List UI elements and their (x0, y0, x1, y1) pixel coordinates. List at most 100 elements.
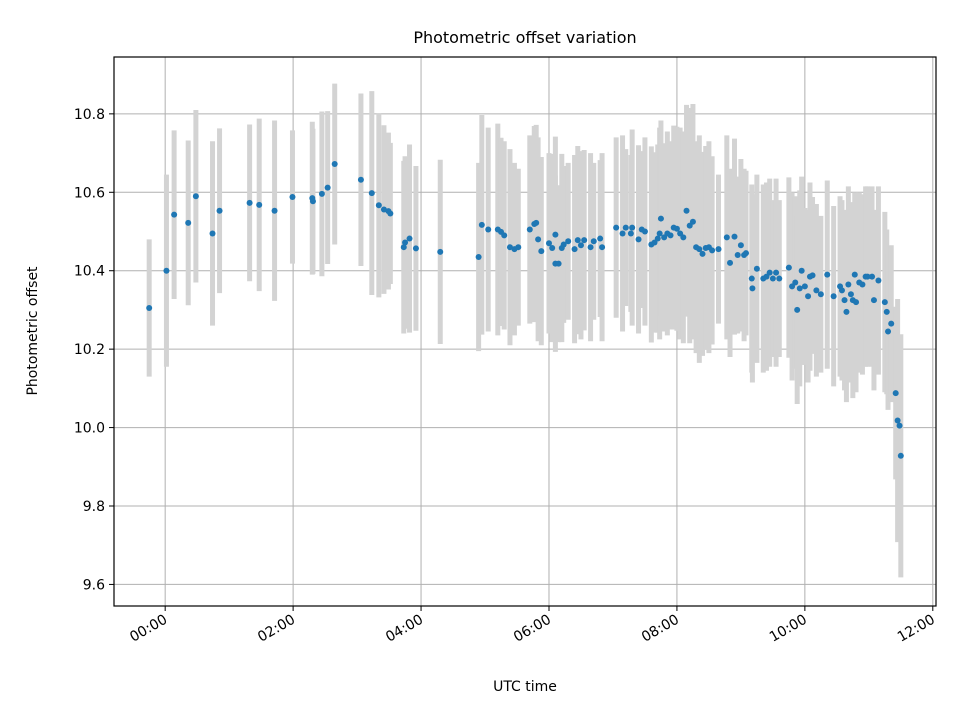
data-point (654, 235, 661, 242)
data-point (412, 245, 419, 252)
data-point (535, 236, 542, 243)
data-point (577, 242, 584, 249)
data-point (696, 246, 703, 253)
data-point (894, 417, 901, 424)
data-point (715, 246, 722, 253)
data-point (581, 237, 588, 244)
y-tick-label: 10.0 (74, 421, 105, 437)
data-point (824, 271, 831, 278)
data-point (869, 273, 876, 280)
data-point (641, 228, 648, 235)
data-point (560, 241, 567, 248)
data-point (709, 247, 716, 254)
y-tick-label: 10.6 (74, 185, 105, 201)
data-point (817, 291, 824, 298)
data-point (813, 287, 820, 294)
data-point (599, 244, 606, 251)
data-point (766, 269, 773, 276)
data-point (851, 271, 858, 278)
data-point (619, 230, 626, 237)
x-axis-label: UTC time (493, 679, 557, 695)
data-point (406, 235, 413, 242)
data-point (256, 201, 263, 208)
data-point (246, 199, 253, 206)
data-point (657, 215, 664, 222)
data-point (387, 210, 394, 217)
data-point (587, 244, 594, 251)
data-point (478, 221, 485, 228)
data-point (622, 224, 629, 231)
data-point (892, 390, 899, 397)
data-point (146, 304, 153, 311)
data-point (485, 226, 492, 233)
data-point (727, 259, 734, 266)
data-point (501, 232, 508, 239)
data-point (888, 320, 895, 327)
data-point (533, 219, 540, 226)
data-point (185, 219, 192, 226)
data-point (683, 207, 690, 214)
data-point (753, 265, 760, 272)
y-tick-label: 10.2 (74, 342, 105, 358)
data-point (883, 308, 890, 315)
chart-title: Photometric offset variation (413, 28, 636, 47)
data-point (597, 235, 604, 242)
plot-frame (113, 56, 937, 607)
data-point (845, 281, 852, 288)
data-point (627, 230, 634, 237)
data-point (794, 306, 801, 313)
y-tick-label: 9.6 (83, 577, 105, 593)
data-point (331, 161, 338, 168)
data-point (209, 230, 216, 237)
data-point (841, 297, 848, 304)
data-point (847, 291, 854, 298)
data-point (885, 328, 892, 335)
data-point (318, 190, 325, 197)
data-point (552, 231, 559, 238)
data-point (574, 237, 581, 244)
data-point (838, 287, 845, 294)
data-point (680, 234, 687, 241)
data-point (171, 211, 178, 218)
y-tick-label: 10.8 (74, 107, 105, 123)
data-point (785, 264, 792, 271)
data-point (163, 267, 170, 274)
y-axis-ticks: 9.6 9.8 10.0 10.2 10.4 10.6 10.8 (74, 107, 114, 593)
data-point (773, 269, 780, 276)
data-point (571, 246, 578, 253)
data-point (309, 198, 316, 205)
data-point (673, 225, 680, 232)
data-point (437, 248, 444, 255)
data-point (192, 193, 199, 200)
data-point (896, 422, 903, 429)
y-tick-label: 10.4 (74, 264, 105, 280)
data-point (555, 260, 562, 267)
data-point (881, 299, 888, 306)
data-point (853, 299, 860, 306)
y-axis-label: Photometric offset (25, 266, 41, 396)
data-point (749, 285, 756, 292)
data-point (545, 240, 552, 247)
data-point (324, 184, 331, 191)
data-point (699, 250, 706, 257)
data-point (689, 218, 696, 225)
data-point (743, 250, 750, 257)
data-point (769, 275, 776, 282)
data-point (731, 233, 738, 240)
data-point (375, 202, 382, 209)
data-point (796, 285, 803, 292)
data-point (515, 244, 522, 251)
data-points (146, 161, 904, 459)
data-point (748, 275, 755, 282)
data-point (402, 239, 409, 246)
data-point (667, 232, 674, 239)
data-point (859, 281, 866, 288)
data-point (289, 193, 296, 200)
data-point (526, 226, 533, 233)
data-point (357, 176, 364, 183)
data-point (538, 248, 545, 255)
data-point (368, 190, 375, 197)
data-point (830, 293, 837, 300)
data-point (400, 244, 407, 251)
